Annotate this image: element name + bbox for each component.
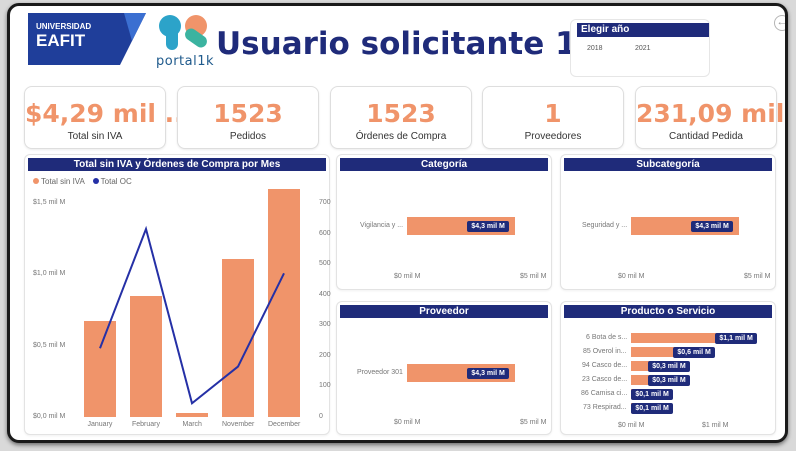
bar-total-sin-iva <box>268 188 300 417</box>
logo-university-text: UNIVERSIDAD <box>36 22 91 31</box>
kpi-card-proveedores: 1 Proveedores <box>482 86 624 149</box>
category-label: Proveedor 301 <box>357 369 403 376</box>
kpi-label: Proveedores <box>524 131 582 142</box>
bar-4 <box>631 361 657 371</box>
bar-total-sin-iva <box>130 295 162 417</box>
data-label: $4,3 mil M <box>467 367 509 379</box>
total-oc-line-layer <box>99 225 285 405</box>
chart-title: Proveedor <box>340 305 548 318</box>
x-tick-label: March <box>182 421 202 428</box>
eafit-logo: UNIVERSIDAD EAFIT <box>28 13 146 65</box>
chart-title: Categoría <box>340 158 548 171</box>
slicer-option-2018[interactable]: 2018 <box>587 45 603 52</box>
proveedor-chart-card[interactable]: Proveedor Proveedor 301 $4,3 mil M $0 mil … <box>336 301 552 435</box>
y-right-tick-label: 300 <box>319 321 331 329</box>
slicer-option-2021[interactable]: 2021 <box>635 45 651 52</box>
y-right-tick-label: 0 <box>319 413 323 420</box>
line-total-oc <box>99 225 285 405</box>
slicer-title: Elegir año <box>577 23 709 37</box>
kpi-card-total-sin-iva: $4,29 mil ... Total sin IVA <box>24 86 194 149</box>
legend-item-total-sin-iva: Total sin IVA <box>41 177 85 186</box>
y-left-tick-label: $0,0 mil M <box>33 413 66 420</box>
y-left-tick-label: $1,0 mil M <box>33 270 66 278</box>
x-tick-label: January <box>87 421 113 428</box>
y-right-tick-label: 100 <box>319 382 331 390</box>
data-label: $4,3 mil M <box>467 220 509 232</box>
data-label: $0,3 mil M <box>648 374 690 386</box>
y-right-tick-label: 700 <box>319 199 331 206</box>
bar-total-sin-iva <box>176 412 208 417</box>
y-right-tick-label: 500 <box>319 260 331 268</box>
y-right-tick-label: 400 <box>319 290 331 298</box>
data-label: $4,3 mil M <box>691 220 733 232</box>
logo-eafit-text: EAFIT <box>36 31 86 50</box>
kpi-card-cantidad-pedida: 231,09 mil Cantidad Pedida <box>635 86 785 149</box>
year-slicer[interactable]: Elegir año 2018 2021 <box>570 19 710 77</box>
kpi-label: Órdenes de Compra <box>355 131 447 142</box>
legend-item-total-oc: Total OC <box>100 177 132 186</box>
kpi-value: 1 <box>544 99 562 128</box>
x-tick-label: $5 mil M <box>520 419 547 426</box>
producto-servicio-chart-card[interactable]: Producto o Servicio 6 Bota de s... $1,1 m… <box>560 301 776 435</box>
x-tick-label: $0 mil M <box>394 273 421 280</box>
y-right-tick-label: 200 <box>319 351 331 359</box>
page-title: Usuario solicitante 122 <box>216 26 620 62</box>
x-tick-label: February <box>132 421 161 428</box>
data-label: $0,1 mil M <box>631 388 673 400</box>
back-arrow-icon[interactable]: ← <box>774 15 785 31</box>
x-tick-label: December <box>268 421 301 428</box>
y-left-tick-label: $1,5 mil M <box>33 199 66 206</box>
category-label: Seguridad y ... <box>582 222 628 229</box>
y-left-tick-label: $0,5 mil M <box>33 341 66 349</box>
x-tick-label: $1 mil M <box>702 422 729 429</box>
portal1k-logo <box>159 15 207 50</box>
chart-legend: Total sin IVA Total OC <box>33 177 132 186</box>
dashboard-frame: UNIVERSIDAD EAFIT portal1k Usuario solic… <box>7 3 788 443</box>
bar-4 <box>631 347 682 357</box>
x-tick-label: November <box>222 421 255 428</box>
chart-title: Subcategoría <box>564 158 772 171</box>
category-label: 85 Overol in... <box>583 348 627 355</box>
category-label: 94 Casco de... <box>582 362 628 369</box>
data-label: $0,1 mil M <box>631 402 673 414</box>
category-label: Vigilancia y ... <box>360 222 404 229</box>
bar-4 <box>631 375 657 385</box>
chart-title: Total sin IVA y Órdenes de Compra por Me… <box>28 158 326 171</box>
x-tick-label: $0 mil M <box>394 419 421 426</box>
kpi-card-pedidos: 1523 Pedidos <box>177 86 319 149</box>
bar-total-sin-iva <box>84 321 116 417</box>
portal1k-text: portal1k <box>156 54 215 69</box>
x-tick-label: $0 mil M <box>618 422 645 429</box>
bar-total-sin-iva <box>222 258 254 417</box>
kpi-label: Cantidad Pedida <box>669 131 743 142</box>
data-label: $0,3 mil M <box>648 360 690 372</box>
subcategoria-chart-card[interactable]: Subcategoría Seguridad y ... $4,3 mil M $0… <box>560 154 776 290</box>
category-label: 6 Bota de s... <box>586 334 628 341</box>
kpi-value: $4,29 mil ... <box>25 99 194 128</box>
data-label: $1,1 mil M <box>715 332 757 344</box>
category-label: 23 Casco de... <box>582 376 628 383</box>
categoria-chart-card[interactable]: Categoría Vigilancia y ... $4,3 mil M $0 m… <box>336 154 552 290</box>
kpi-label: Total sin IVA <box>67 131 123 142</box>
kpi-card-ordenes-compra: 1523 Órdenes de Compra <box>330 86 472 149</box>
x-tick-label: $0 mil M <box>618 273 645 280</box>
kpi-label: Pedidos <box>229 131 267 142</box>
kpi-value: 231,09 mil <box>636 99 785 128</box>
legend-swatch-total-sin-iva <box>33 178 39 184</box>
kpi-value: 1523 <box>366 99 436 128</box>
category-label: 86 Camisa ci... <box>581 390 628 397</box>
category-label: 73 Respirad... <box>583 404 627 411</box>
y-right-tick-label: 600 <box>319 229 331 237</box>
x-tick-label: $5 mil M <box>520 273 547 280</box>
kpi-value: 1523 <box>213 99 283 128</box>
chart-title: Producto o Servicio <box>564 305 772 318</box>
combo-chart-card[interactable]: Total sin IVA y Órdenes de Compra por Me… <box>24 154 331 435</box>
data-label: $0,6 mil M <box>673 346 715 358</box>
x-tick-label: $5 mil M <box>744 273 771 280</box>
bar-4 <box>631 333 724 343</box>
legend-swatch-total-oc <box>92 178 99 184</box>
